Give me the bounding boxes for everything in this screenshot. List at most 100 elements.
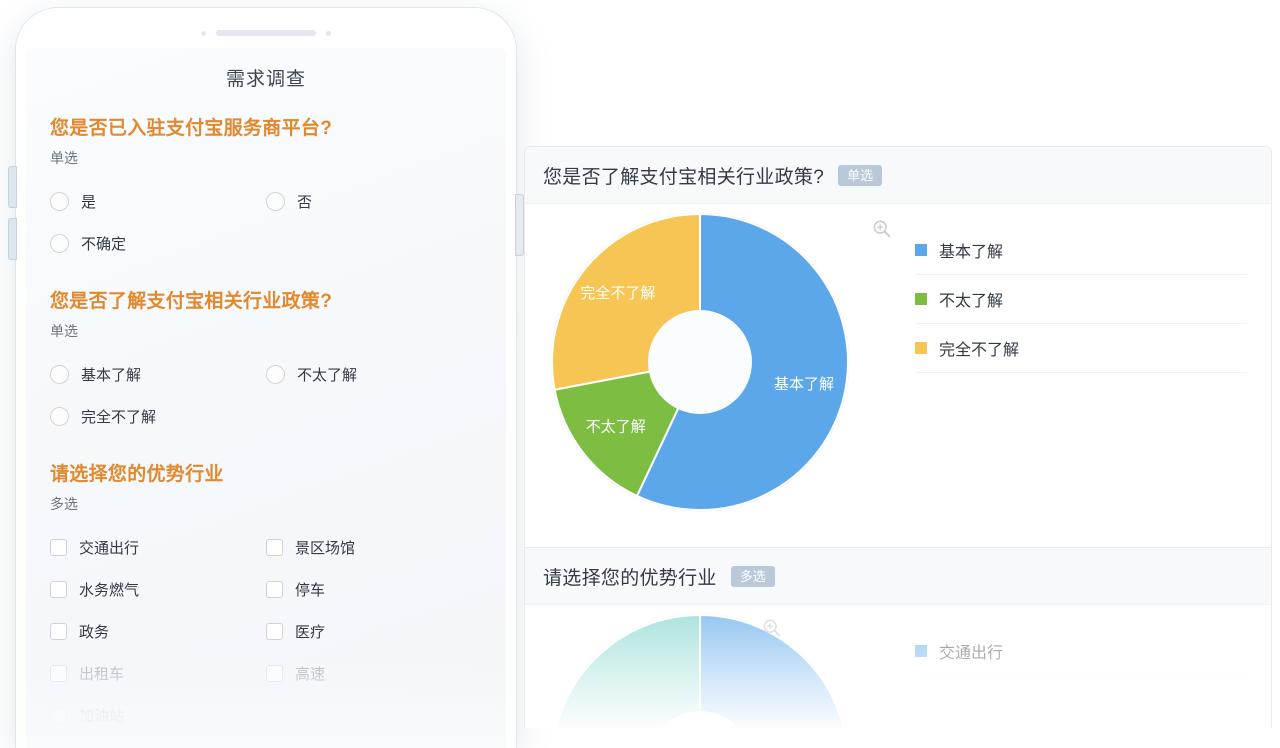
zoom-in-icon[interactable]: [761, 617, 783, 639]
zoom-in-icon[interactable]: [871, 218, 893, 240]
question-type-label: 多选: [50, 496, 78, 512]
legend-swatch-icon: [915, 244, 927, 256]
result-card-title: 您是否了解支付宝相关行业政策?: [543, 166, 825, 188]
checkbox-option[interactable]: 交通出行: [50, 526, 266, 568]
checkbox-option[interactable]: 政务: [50, 610, 266, 652]
checkbox-option[interactable]: 停车: [266, 568, 482, 610]
chart-legend: 基本了解不太了解完全不了解: [915, 204, 1271, 549]
phone-speaker: [16, 28, 516, 38]
option-label: 不太了解: [297, 366, 358, 384]
radio-option[interactable]: 完全不了解: [50, 395, 266, 437]
radio-option[interactable]: 否: [266, 180, 482, 222]
survey-question-list: 您是否已入驻支付宝服务商平台? 单选是否不确定 您是否了解支付宝相关行业政策? 单选基…: [26, 113, 506, 736]
legend-item[interactable]: 交通出行: [915, 627, 1247, 676]
question-title: 您是否了解支付宝相关行业政策?: [50, 291, 333, 312]
option-label: 是: [81, 193, 97, 211]
checkbox-icon[interactable]: [266, 664, 283, 682]
option-label: 景区场馆: [295, 539, 356, 557]
option-label: 加油站: [79, 707, 125, 725]
checkbox-option[interactable]: 加油站: [50, 694, 266, 736]
result-card-body: 基本了解 不太了解 完全不了解 基本了解 不太了解 完全不了解: [525, 204, 1271, 549]
legend-label: 基本了解: [939, 244, 1004, 261]
checkbox-option[interactable]: 医疗: [266, 610, 482, 652]
donut-slice[interactable]: [552, 613, 701, 728]
donut-chart-svg: 交通出行高速: [552, 613, 846, 728]
checkbox-icon[interactable]: [50, 538, 67, 556]
radio-option[interactable]: 基本了解: [50, 353, 266, 395]
option-label: 交通出行: [79, 539, 140, 557]
phone-volume-down-button[interactable]: [8, 218, 17, 260]
legend-item[interactable]: 完全不了解: [915, 324, 1247, 373]
checkbox-option[interactable]: 出租车: [50, 652, 266, 694]
phone-volume-up-button[interactable]: [8, 166, 17, 208]
option-label: 基本了解: [81, 366, 142, 384]
option-label: 医疗: [295, 623, 326, 641]
survey-title: 需求调查: [225, 69, 306, 90]
radio-icon[interactable]: [50, 191, 69, 211]
option-group: 交通出行 景区场馆水务燃气 停车政务 医疗出租车 高速加油站: [50, 526, 482, 736]
chart-legend: 交通出行: [915, 605, 1271, 728]
checkbox-option[interactable]: 高速: [266, 652, 482, 694]
option-label: 不确定: [81, 235, 127, 253]
checkbox-icon[interactable]: [50, 664, 67, 682]
result-card-policy: 您是否了解支付宝相关行业政策? 单选 基本了解 不太了解 完全不了解 基本了解 不太: [524, 146, 1272, 548]
results-panel: 您是否了解支付宝相关行业政策? 单选 基本了解 不太了解 完全不了解 基本了解 不太: [524, 146, 1272, 728]
phone-power-button[interactable]: [515, 194, 524, 256]
radio-option[interactable]: 不太了解: [266, 353, 482, 395]
checkbox-icon[interactable]: [50, 622, 67, 640]
speaker-dot-left: [201, 30, 206, 36]
result-card-title: 请选择您的优势行业: [543, 567, 717, 589]
result-card-body: 交通出行高速 交通出行: [525, 605, 1271, 728]
question-title: 您是否已入驻支付宝服务商平台?: [50, 118, 333, 139]
checkbox-icon[interactable]: [50, 706, 67, 724]
legend-label: 交通出行: [939, 645, 1004, 662]
speaker-dot-right: [326, 30, 331, 36]
donut-chart-policy[interactable]: 基本了解不太了解 完全不了解: [525, 204, 915, 549]
checkbox-icon[interactable]: [266, 580, 283, 598]
option-label: 高速: [295, 665, 326, 683]
radio-icon[interactable]: [50, 233, 69, 253]
question-type-badge: 单选: [838, 164, 883, 186]
checkbox-icon[interactable]: [50, 580, 67, 598]
legend-label: 完全不了解: [939, 342, 1020, 359]
radio-icon[interactable]: [50, 364, 69, 384]
option-label: 水务燃气: [79, 581, 140, 599]
donut-hole: [648, 310, 752, 414]
radio-icon[interactable]: [266, 364, 285, 384]
legend-swatch-icon: [915, 645, 927, 657]
donut-slice-label: 不太了解: [586, 418, 646, 435]
option-label: 停车: [295, 581, 326, 599]
donut-chart-industry[interactable]: 交通出行高速: [525, 605, 915, 728]
result-card-industry: 请选择您的优势行业 多选 交通出行高速 交通出行: [524, 548, 1272, 728]
result-card-header: 您是否了解支付宝相关行业政策? 单选: [525, 147, 1271, 204]
option-label: 完全不了解: [81, 408, 157, 426]
checkbox-icon[interactable]: [266, 622, 283, 640]
question-type-label: 单选: [50, 323, 78, 339]
checkbox-icon[interactable]: [266, 538, 283, 556]
radio-option[interactable]: 不确定: [50, 222, 266, 264]
option-group: 是 否不确定: [50, 180, 482, 264]
option-label: 否: [297, 193, 313, 211]
option-label: 政务: [79, 623, 110, 641]
result-card-header: 请选择您的优势行业 多选: [525, 548, 1271, 605]
legend-label: 不太了解: [939, 293, 1004, 310]
option-label: 出租车: [79, 665, 125, 683]
radio-option[interactable]: 是: [50, 180, 266, 222]
radio-icon[interactable]: [266, 191, 285, 211]
donut-slice-label: 完全不了解: [580, 284, 655, 302]
phone-mockup: 需求调查 您是否已入驻支付宝服务商平台? 单选是否不确定 您是否了解支付宝相关行业政…: [8, 8, 524, 748]
legend-item[interactable]: 不太了解: [915, 275, 1247, 324]
checkbox-option[interactable]: 水务燃气: [50, 568, 266, 610]
option-group: 基本了解 不太了解完全不了解: [50, 353, 482, 437]
donut-slice-label: 基本了解: [774, 376, 834, 393]
radio-icon[interactable]: [50, 406, 69, 426]
question-type-badge: 多选: [730, 565, 775, 587]
phone-screen: 需求调查 您是否已入驻支付宝服务商平台? 单选是否不确定 您是否了解支付宝相关行业政…: [26, 48, 506, 748]
legend-swatch-icon: [915, 293, 927, 305]
checkbox-option[interactable]: 景区场馆: [266, 526, 482, 568]
legend-item[interactable]: 基本了解: [915, 226, 1247, 275]
question-title: 请选择您的优势行业: [50, 464, 224, 485]
question-type-label: 单选: [50, 150, 78, 166]
legend-swatch-icon: [915, 342, 927, 354]
